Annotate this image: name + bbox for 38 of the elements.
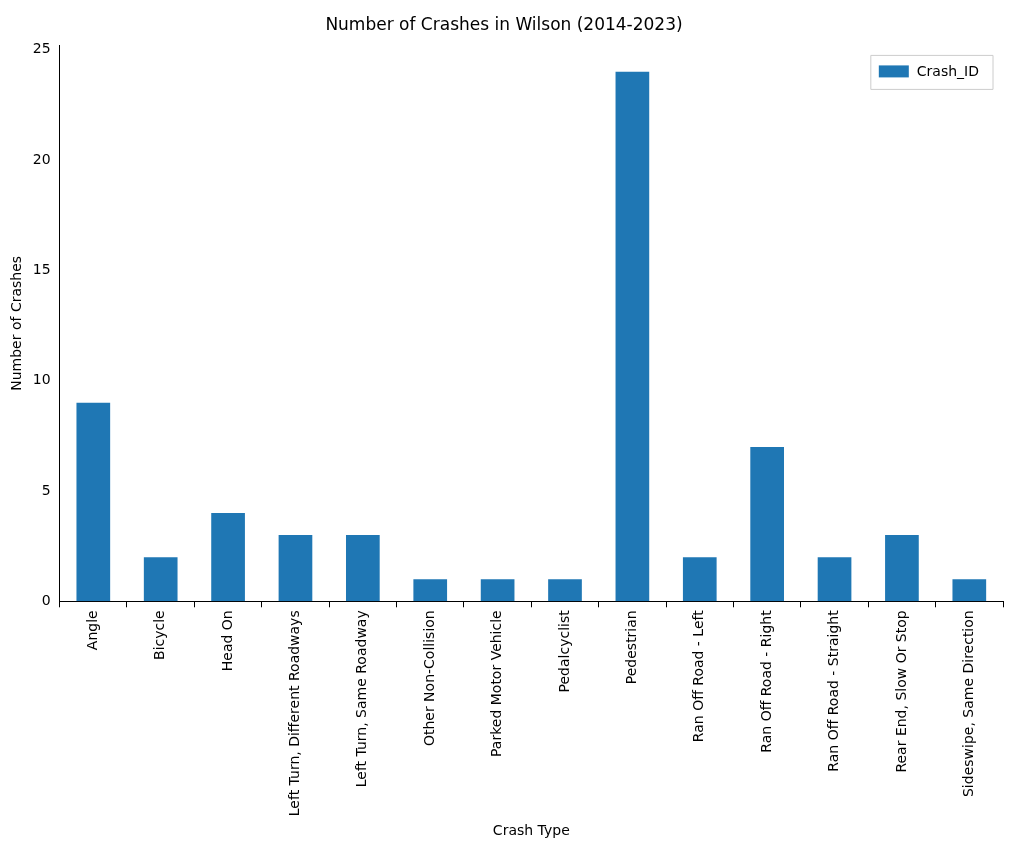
x-tick-label: Other Non-Collision — [420, 610, 437, 747]
bar — [548, 579, 582, 602]
x-tick-label: Head On — [218, 610, 235, 672]
bar — [346, 535, 380, 602]
bar — [278, 535, 313, 602]
bar — [952, 579, 987, 602]
x-tick-label: Bicycle — [151, 610, 168, 660]
x-tick-label: Angle — [83, 610, 100, 651]
bar — [143, 557, 178, 602]
y-tick-label: 0 — [41, 591, 51, 608]
y-tick-label: 5 — [41, 481, 51, 498]
bar — [413, 579, 448, 602]
bar — [817, 557, 852, 602]
bar — [480, 579, 515, 602]
legend-label: Crash_ID — [916, 63, 979, 80]
x-tick-label: Left Turn, Different Roadways — [286, 610, 303, 817]
x-tick-label: Rear End, Slow Or Stop — [892, 610, 909, 773]
x-tick-label: Left Turn, Same Roadway — [353, 610, 370, 788]
x-tick-label: Ran Off Road - Right — [757, 609, 774, 753]
chart-title: Number of Crashes in Wilson (2014-2023) — [325, 13, 683, 34]
bar — [682, 557, 717, 602]
x-tick-label: Pedalcyclist — [555, 609, 572, 693]
bar — [750, 446, 784, 602]
y-tick-label: 15 — [32, 261, 51, 278]
x-tick-label: Parked Motor Vehicle — [488, 610, 505, 757]
bar — [885, 535, 919, 602]
x-tick-label: Ran Off Road - Straight — [825, 609, 842, 772]
y-axis-title: Number of Crashes — [8, 255, 25, 391]
y-tick-label: 25 — [32, 40, 51, 57]
x-tick-label: Sideswipe, Same Direction — [959, 610, 976, 798]
x-axis-title: Crash Type — [492, 822, 570, 839]
y-tick-label: 10 — [32, 371, 51, 388]
bar — [76, 402, 111, 602]
bar — [211, 513, 245, 602]
y-tick-label: 20 — [32, 150, 51, 167]
bar — [615, 71, 650, 602]
x-tick-label: Ran Off Road - Left — [690, 609, 707, 743]
x-tick-label: Pedestrian — [623, 610, 640, 685]
